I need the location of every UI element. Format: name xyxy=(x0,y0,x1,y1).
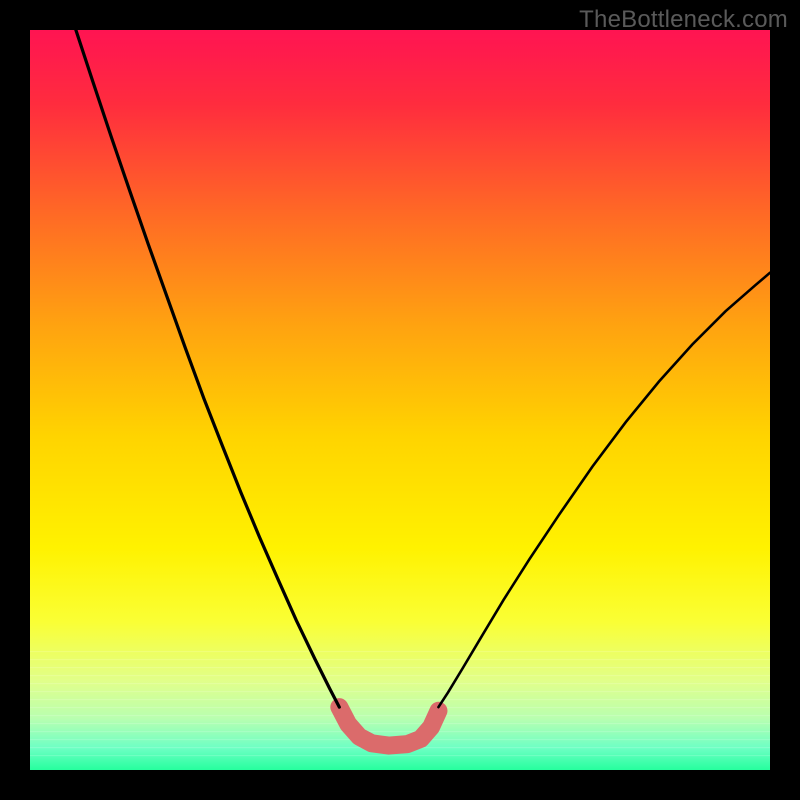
chart-container: { "watermark": { "text": "TheBottleneck.… xyxy=(0,0,800,800)
chart-background xyxy=(30,30,770,770)
chart-svg xyxy=(30,30,770,770)
chart-plot-area xyxy=(30,30,770,770)
